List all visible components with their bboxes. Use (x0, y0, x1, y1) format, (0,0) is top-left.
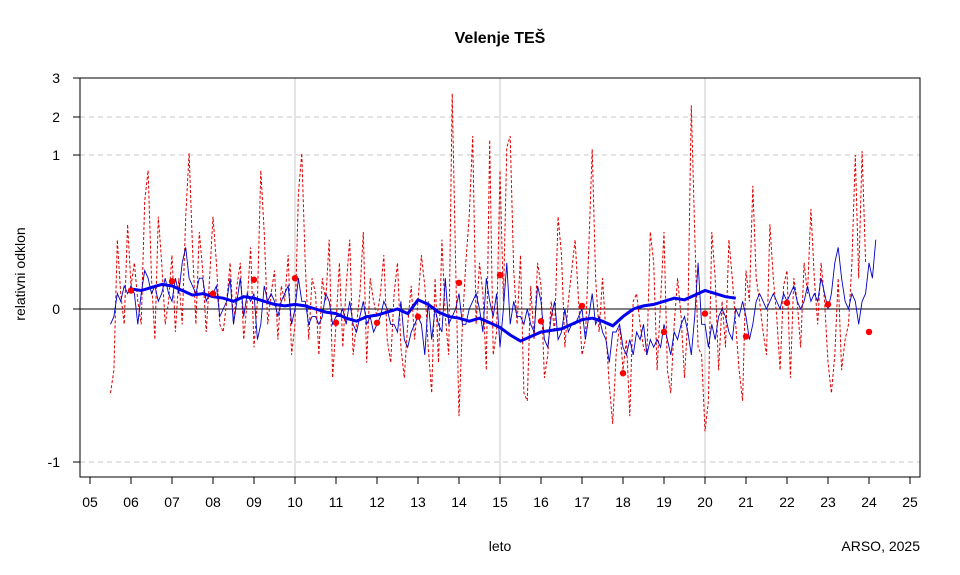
x-tick-label: 15 (492, 494, 508, 510)
chart-title: Velenje TEŠ (454, 30, 546, 47)
annual-point (537, 318, 545, 325)
annual-point (291, 275, 299, 282)
x-tick-label: 05 (82, 494, 98, 510)
y-tick-label: 2 (52, 109, 60, 125)
x-tick-label: 21 (738, 494, 754, 510)
annual-point (414, 313, 422, 320)
axes: 05 06 07 08 09 10 11 12 13 14 15 16 17 18 19 20 21 22 23 24… (48, 70, 918, 510)
annual-point (619, 370, 627, 377)
x-tick-label: 10 (287, 494, 303, 510)
x-tick-label: 07 (164, 494, 180, 510)
x-tick-label: 11 (329, 494, 344, 510)
annual-point (332, 319, 340, 326)
seasonal-series-line (110, 239, 877, 363)
annual-point (373, 319, 381, 326)
annual-point (127, 287, 135, 294)
x-tick-label: 25 (902, 494, 918, 510)
credit-text: ARSO, 2025 (841, 538, 920, 554)
x-tick-label: 08 (205, 494, 221, 510)
x-tick-label: 20 (697, 494, 713, 510)
annual-point (742, 333, 750, 340)
annual-point (865, 328, 873, 336)
x-tick-label: 12 (369, 494, 385, 510)
x-tick-label: 16 (533, 494, 549, 510)
x-tick-label: 13 (410, 494, 426, 510)
x-tick-label: 19 (656, 494, 672, 510)
x-tick-label: 14 (451, 494, 467, 510)
x-axis-label: leto (488, 538, 512, 554)
annual-point (209, 290, 217, 297)
x-tick-label: 06 (123, 494, 139, 510)
annual-point (660, 328, 668, 336)
x-tick-label: 17 (574, 494, 590, 510)
annual-point (496, 271, 504, 279)
y-tick-label: -1 (48, 454, 61, 470)
x-tick-label: 18 (615, 494, 631, 510)
x-tick-label: 22 (779, 494, 795, 510)
x-tick-label: 24 (861, 494, 877, 510)
annual-point (578, 302, 586, 310)
annual-point (783, 299, 791, 307)
annual-point (250, 276, 258, 283)
x-tick-label: 09 (246, 494, 262, 510)
annual-point (701, 310, 709, 317)
y-tick-label: 0 (52, 301, 60, 317)
y-tick-label: 3 (52, 70, 60, 86)
annual-point (455, 279, 463, 287)
y-axis-label: relativni odklon (12, 227, 28, 321)
series-layer (110, 93, 877, 432)
y-tick-label: 1 (52, 147, 60, 163)
x-tick-label: 23 (820, 494, 836, 510)
annual-point (824, 301, 832, 308)
smoothed-series-line (130, 282, 737, 343)
monthly-series-line (110, 93, 867, 432)
annual-point (168, 278, 176, 285)
